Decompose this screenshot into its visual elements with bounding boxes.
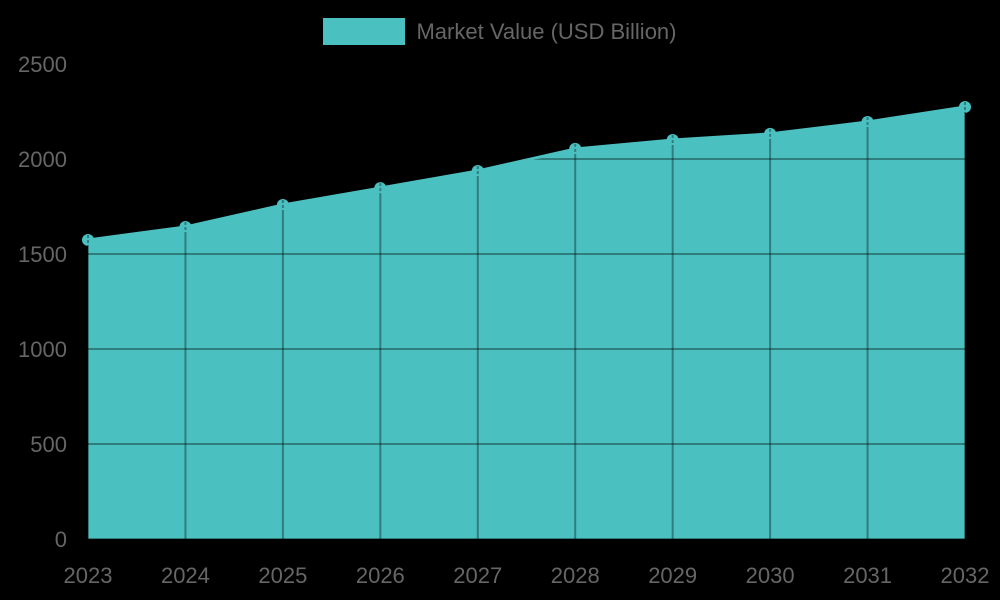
data-point[interactable] — [276, 198, 289, 211]
y-tick-label: 1000 — [18, 337, 67, 362]
x-tick-label: 2025 — [258, 563, 307, 588]
data-point[interactable] — [471, 164, 484, 177]
legend: Market Value (USD Billion) — [0, 18, 1000, 45]
legend-swatch[interactable] — [323, 18, 406, 45]
y-tick-label: 0 — [55, 527, 67, 552]
data-point[interactable] — [569, 142, 582, 155]
data-point[interactable] — [861, 115, 874, 128]
y-tick-label: 2000 — [18, 147, 67, 172]
y-tick-label: 2500 — [18, 52, 67, 77]
x-tick-label: 2027 — [453, 563, 502, 588]
series-line — [87, 105, 966, 242]
area-fill — [88, 106, 965, 539]
data-point[interactable] — [82, 233, 94, 246]
x-tick-label: 2029 — [648, 563, 697, 588]
legend-label: Market Value (USD Billion) — [416, 18, 677, 44]
data-point[interactable] — [374, 182, 387, 195]
x-tick-label: 2030 — [746, 563, 795, 588]
data-point[interactable] — [959, 100, 971, 113]
x-tick-label: 2028 — [551, 563, 600, 588]
y-tick-label: 1500 — [18, 242, 67, 267]
x-tick-label: 2032 — [941, 563, 990, 588]
data-point[interactable] — [179, 221, 192, 234]
y-tick-label: 500 — [30, 432, 67, 457]
data-point[interactable] — [666, 134, 679, 146]
x-tick-label: 2023 — [64, 563, 113, 588]
x-tick-label: 2024 — [161, 563, 210, 588]
data-point[interactable] — [764, 127, 777, 140]
x-tick-label: 2026 — [356, 563, 405, 588]
x-tick-label: 2031 — [843, 563, 892, 588]
